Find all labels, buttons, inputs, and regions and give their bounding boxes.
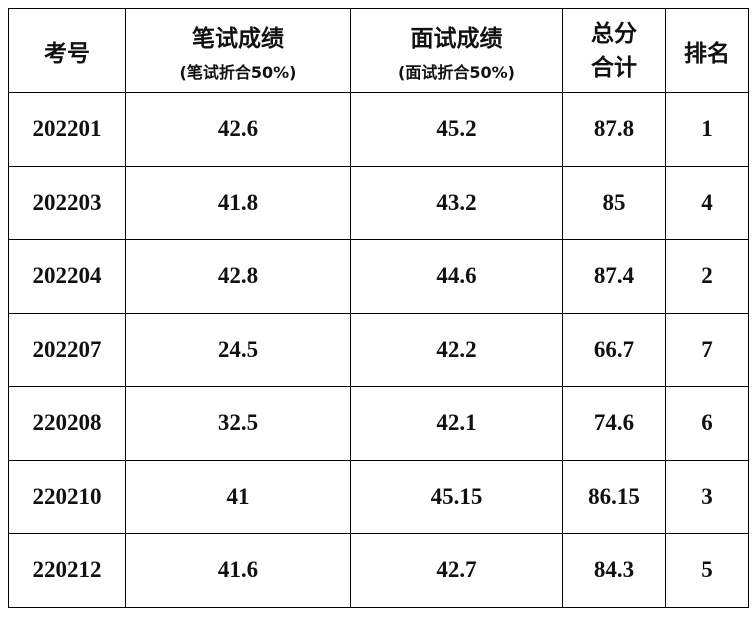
- table-cell: 32.5: [125, 386, 351, 461]
- table-row: 220212 41.6 42.7 84.3 5: [8, 533, 749, 608]
- table-row: 202207 24.5 42.2 66.7 7: [8, 312, 749, 387]
- header-cell: 总分合计: [562, 8, 666, 93]
- header-cell: 笔试成绩 (笔试折合50%): [125, 8, 351, 93]
- header-cell: 考号: [8, 8, 126, 93]
- table-cell: 84.3: [562, 533, 666, 608]
- table-cell: 42.8: [125, 239, 351, 314]
- table-cell: 42.1: [350, 386, 563, 461]
- table-cell: 202204: [8, 239, 126, 314]
- header-note: (笔试折合50%): [179, 62, 297, 82]
- table-cell: 42.7: [350, 533, 563, 608]
- table-cell: 1: [665, 92, 749, 167]
- header-label: 排名: [684, 40, 730, 67]
- header-note: (面试折合50%): [398, 62, 515, 82]
- table-cell: 24.5: [125, 312, 351, 387]
- table-row: 220210 41 45.15 86.15 3: [8, 459, 749, 534]
- table-row: 202203 41.8 43.2 85 4: [8, 165, 749, 240]
- table-cell: 5: [665, 533, 749, 608]
- score-table: 考号 笔试成绩 (笔试折合50%) 面试成绩 (面试折合50%) 总分合计 排名 20220…: [8, 8, 749, 608]
- table-cell: 41: [125, 459, 351, 534]
- table-cell: 42.2: [350, 312, 563, 387]
- table-cell: 2: [665, 239, 749, 314]
- table-cell: 220212: [8, 533, 126, 608]
- table-cell: 74.6: [562, 386, 666, 461]
- table-row: 202201 42.6 45.2 87.8 1: [8, 92, 749, 167]
- table-cell: 4: [665, 165, 749, 240]
- header-label: 面试成绩: [410, 25, 503, 52]
- table-cell: 87.8: [562, 92, 666, 167]
- header-cell: 排名: [665, 8, 749, 93]
- table-cell: 7: [665, 312, 749, 387]
- table-cell: 41.8: [125, 165, 351, 240]
- header-label: 笔试成绩: [192, 25, 284, 52]
- table-cell: 6: [665, 386, 749, 461]
- table-cell: 85: [562, 165, 666, 240]
- table-cell: 202207: [8, 312, 126, 387]
- table-cell: 220208: [8, 386, 126, 461]
- header-cell: 面试成绩 (面试折合50%): [350, 8, 563, 93]
- table-cell: 43.2: [350, 165, 563, 240]
- table-cell: 45.2: [350, 92, 563, 167]
- header-row: 考号 笔试成绩 (笔试折合50%) 面试成绩 (面试折合50%) 总分合计 排名: [8, 8, 749, 93]
- header-label: 考号: [44, 40, 90, 67]
- table-cell: 86.15: [562, 459, 666, 534]
- table-cell: 41.6: [125, 533, 351, 608]
- table-row: 220208 32.5 42.1 74.6 6: [8, 386, 749, 461]
- table-cell: 220210: [8, 459, 126, 534]
- table-cell: 66.7: [562, 312, 666, 387]
- table-row: 202204 42.8 44.6 87.4 2: [8, 239, 749, 314]
- table-cell: 87.4: [562, 239, 666, 314]
- header-label: 总分合计: [590, 20, 637, 81]
- table-cell: 45.15: [350, 459, 563, 534]
- table-cell: 3: [665, 459, 749, 534]
- table-cell: 44.6: [350, 239, 563, 314]
- table-cell: 42.6: [125, 92, 351, 167]
- table-cell: 202201: [8, 92, 126, 167]
- table-cell: 202203: [8, 165, 126, 240]
- table-body: 202201 42.6 45.2 87.8 1 202203 41.8 43.2 85 4 2022…: [8, 92, 749, 608]
